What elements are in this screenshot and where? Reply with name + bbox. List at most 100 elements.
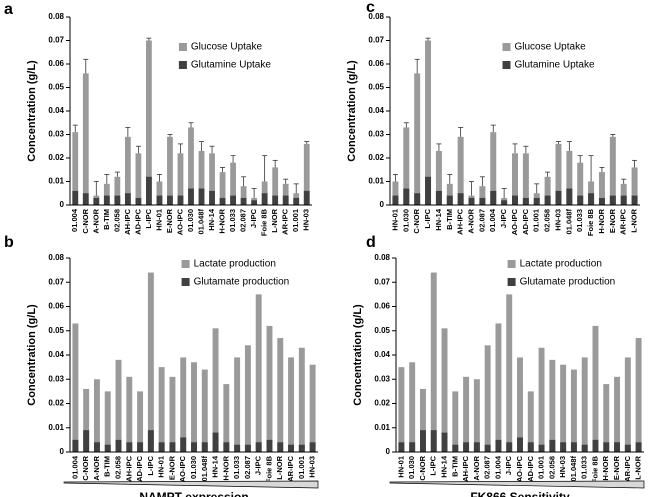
y-tick-label: 0.07 xyxy=(374,277,390,286)
bar xyxy=(398,442,405,452)
panel-label: c xyxy=(366,0,375,16)
bar xyxy=(72,190,79,205)
x-tick-label: HN-03 xyxy=(308,456,317,478)
y-tick-label: 0.05 xyxy=(48,83,64,92)
bar xyxy=(624,357,631,452)
x-tick-label: E-NOR xyxy=(165,208,174,233)
y-tick-label: 0.01 xyxy=(374,423,390,432)
bar xyxy=(277,338,284,452)
legend-label: Glutamate production xyxy=(520,277,616,288)
x-tick-label: HN-01 xyxy=(157,456,166,478)
x-tick-label: HN-01 xyxy=(154,209,163,231)
bar xyxy=(570,369,577,452)
bar xyxy=(255,442,262,452)
bar xyxy=(146,40,152,205)
x-tick-label: 02.087 xyxy=(243,456,252,479)
bar xyxy=(631,167,638,205)
bar xyxy=(180,357,187,452)
x-tick-label: 02.087 xyxy=(483,456,492,479)
bar xyxy=(244,444,251,452)
bar xyxy=(261,193,268,205)
x-tick-label: H-NOR xyxy=(218,208,227,233)
bar xyxy=(517,437,523,452)
bar xyxy=(512,153,518,205)
y-tick-label: 0.01 xyxy=(368,177,384,186)
x-tick-label: 01.048f xyxy=(564,208,573,234)
x-tick-label: AO-IPC xyxy=(510,208,519,235)
bar xyxy=(191,362,197,452)
x-tick-label: L-NOR xyxy=(630,208,639,232)
x-tick-label: 01.030 xyxy=(407,456,416,479)
error-bar xyxy=(156,174,162,182)
bar xyxy=(309,364,316,452)
error-bar xyxy=(135,145,141,154)
bar xyxy=(114,176,121,205)
bar xyxy=(452,391,459,452)
x-tick-label: A-NOR xyxy=(472,455,481,480)
x-tick-label: HN-01 xyxy=(390,209,399,231)
x-tick-label: C-NOR xyxy=(418,455,427,480)
x-tick-label: Foie 8B xyxy=(590,455,599,483)
bar xyxy=(82,73,89,206)
bar xyxy=(598,172,605,205)
error-bar xyxy=(251,188,257,198)
bar xyxy=(512,195,518,205)
y-tick-label: 0.03 xyxy=(374,374,390,383)
bar xyxy=(549,359,556,452)
y-tick-label: 0.01 xyxy=(48,423,64,432)
bar xyxy=(624,444,631,452)
error-bar xyxy=(220,166,226,173)
bar xyxy=(635,442,642,452)
bar xyxy=(560,442,567,452)
bar xyxy=(592,439,599,452)
bar xyxy=(473,379,480,452)
x-tick-label: C-NOR xyxy=(81,208,90,233)
y-tick-label: 0 xyxy=(60,447,65,456)
bar xyxy=(473,442,480,452)
x-tick-label: AR-IPC xyxy=(286,455,295,481)
error-bar xyxy=(479,176,485,187)
bar xyxy=(468,197,475,205)
bar xyxy=(158,442,165,452)
error-bar xyxy=(104,174,110,184)
bar xyxy=(188,127,194,205)
x-tick-label: B-TIM xyxy=(103,456,112,477)
bar xyxy=(298,444,305,452)
x-tick-label: J-IPC xyxy=(254,455,263,475)
bar xyxy=(479,186,486,205)
x-tick-label: L-IPC xyxy=(146,455,155,475)
bar xyxy=(251,200,258,205)
x-tick-label: HN-03 xyxy=(553,209,562,231)
legend-label: Glutamine Uptake xyxy=(515,60,595,71)
x-tick-label: B-TIM xyxy=(102,209,111,230)
x-tick-label: 01.001 xyxy=(532,209,541,232)
x-tick-label: 02.058 xyxy=(547,456,556,479)
x-tick-label: C-NOR xyxy=(412,208,421,233)
error-bar xyxy=(425,37,431,41)
bar xyxy=(463,376,470,452)
legend-label: Glutamate production xyxy=(194,277,290,288)
bar xyxy=(169,376,176,452)
bar xyxy=(549,439,556,452)
error-bar xyxy=(272,159,278,168)
y-tick-label: 0 xyxy=(380,200,385,209)
error-bar xyxy=(167,134,173,137)
bar xyxy=(303,143,310,205)
y-tick-label: 0.04 xyxy=(368,106,384,115)
bar xyxy=(303,190,310,205)
bar xyxy=(409,442,416,452)
y-tick-label: 0.03 xyxy=(368,130,384,139)
bar xyxy=(484,444,491,452)
error-bar xyxy=(469,181,475,196)
x-tick-label: L-NOR xyxy=(275,455,284,479)
legend-swatch xyxy=(181,260,190,268)
x-tick-label: 01.001 xyxy=(537,456,546,479)
bar xyxy=(115,359,122,452)
bar xyxy=(441,432,448,452)
bar xyxy=(635,338,642,452)
x-tick-label: B-TIM xyxy=(450,456,459,477)
bar xyxy=(219,197,226,205)
x-tick-label: AD-IPC xyxy=(521,208,530,234)
bar xyxy=(293,197,300,205)
x-tick-label: AH-IPC xyxy=(123,208,132,234)
